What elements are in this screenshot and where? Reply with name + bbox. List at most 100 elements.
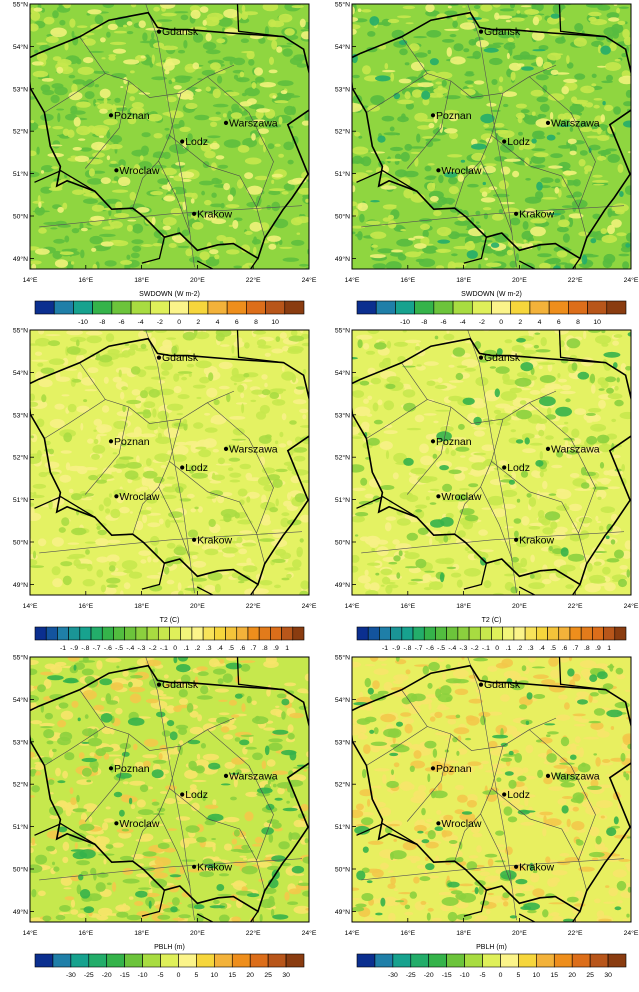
lon-tick-label: 16°E xyxy=(78,602,93,610)
colorbar-title: PBLH (m) xyxy=(154,944,185,951)
colorbar-label: -.5 xyxy=(115,645,123,652)
city-marker xyxy=(223,773,229,778)
poland-border xyxy=(30,11,309,260)
lon-tick-label: 20°E xyxy=(512,276,527,284)
lon-tick-label: 16°E xyxy=(400,929,415,937)
colorbar-label: -30 xyxy=(388,972,398,979)
colorbar-swatch xyxy=(606,300,627,315)
colorbar-label: -.7 xyxy=(93,645,101,652)
city-label: Wroclaw xyxy=(119,491,159,503)
colorbar-swatch xyxy=(356,953,376,968)
colorbar-swatch xyxy=(500,953,519,968)
poland-border xyxy=(30,337,309,586)
colorbar-title: T2 (C) xyxy=(160,617,180,624)
city-marker xyxy=(545,120,551,125)
colorbar-swatch xyxy=(482,953,501,968)
colorbar-label: 15 xyxy=(551,972,559,979)
colorbar-label: 0 xyxy=(177,319,181,326)
colorbar-swatch xyxy=(285,953,305,968)
lon-tick-label: 20°E xyxy=(512,929,527,937)
colorbar-label: -.8 xyxy=(403,645,411,652)
city-label: Gdansk xyxy=(162,679,199,691)
city-marker xyxy=(108,439,114,444)
city-marker xyxy=(436,821,441,826)
lon-tick-label: 24°E xyxy=(302,602,317,610)
poland-border xyxy=(30,664,309,913)
lat-tick-label: 51°N xyxy=(13,823,28,831)
lat-tick-label: 55°N xyxy=(13,654,28,662)
colorbar-swatch xyxy=(374,953,394,968)
colorbar-label: -.7 xyxy=(415,645,423,652)
colorbar-swatch xyxy=(614,626,627,641)
lon-tick-label: 18°E xyxy=(134,276,149,284)
colorbar-label: -8 xyxy=(421,319,427,326)
colorbar-label: .6 xyxy=(240,645,246,652)
lat-tick-label: 53°N xyxy=(335,85,350,93)
colorbar-label: -20 xyxy=(102,972,112,979)
city-marker xyxy=(430,766,436,771)
lat-tick-label: 52°N xyxy=(335,781,350,789)
city-label: Gdansk xyxy=(162,352,199,364)
colorbar-label: .4 xyxy=(217,645,223,652)
city-marker xyxy=(430,439,436,444)
city-marker xyxy=(192,864,197,869)
city-label: Krakow xyxy=(197,208,232,220)
lon-tick-label: 18°E xyxy=(456,276,471,284)
city-marker xyxy=(180,792,185,797)
lat-tick-label: 51°N xyxy=(335,496,350,504)
city-label: Poznan xyxy=(114,763,150,775)
lon-tick-label: 14°E xyxy=(345,276,360,284)
colorbar-swatch xyxy=(392,953,412,968)
colorbar-label: .9 xyxy=(595,645,601,652)
city-marker xyxy=(223,120,229,125)
lat-tick-label: 50°N xyxy=(13,213,28,221)
city-label: Wroclaw xyxy=(441,165,481,177)
colorbar-label: -5 xyxy=(157,972,163,979)
colorbar-label: -.3 xyxy=(460,645,468,652)
colorbar-label: -30 xyxy=(66,972,76,979)
lon-tick-label: 18°E xyxy=(456,602,471,610)
city-label: Poznan xyxy=(114,436,150,448)
city-marker xyxy=(502,792,507,797)
lat-tick-label: 51°N xyxy=(13,496,28,504)
lat-tick-label: 52°N xyxy=(13,128,28,136)
colorbar-label: 10 xyxy=(593,319,601,326)
city-label: Warszawa xyxy=(551,117,600,129)
colorbar-swatch xyxy=(292,626,305,641)
city-label: Gdansk xyxy=(162,26,199,38)
lat-tick-label: 55°N xyxy=(335,654,350,662)
colorbar-label: .1 xyxy=(183,645,189,652)
colorbar-label: -20 xyxy=(424,972,434,979)
lon-tick-label: 22°E xyxy=(568,276,583,284)
lat-tick-label: 51°N xyxy=(335,823,350,831)
lat-tick-label: 49°N xyxy=(13,908,28,916)
colorbar-label: 0 xyxy=(177,972,181,979)
colorbar-label: .7 xyxy=(251,645,257,652)
lon-tick-label: 22°E xyxy=(246,276,261,284)
lon-tick-label: 22°E xyxy=(246,929,261,937)
colorbar-label: .8 xyxy=(262,645,268,652)
city-marker xyxy=(514,211,519,216)
city-marker xyxy=(108,766,114,771)
lon-tick-label: 20°E xyxy=(190,276,205,284)
colorbar-swatch xyxy=(536,953,555,968)
colorbar-label: 30 xyxy=(604,972,612,979)
colorbar-label: 25 xyxy=(264,972,272,979)
city-label: Krakow xyxy=(519,208,554,220)
city-label: Wroclaw xyxy=(119,165,159,177)
lon-tick-label: 16°E xyxy=(78,276,93,284)
colorbar-label: 6 xyxy=(557,319,561,326)
city-marker xyxy=(180,465,185,470)
city-label: Lodz xyxy=(185,136,208,148)
city-label: Wroclaw xyxy=(441,491,481,503)
colorbar-label: -.3 xyxy=(138,645,146,652)
colorbar-label: -6 xyxy=(118,319,124,326)
colorbar-label: -.9 xyxy=(70,645,78,652)
city-label: Warszawa xyxy=(551,443,600,455)
colorbar-label: .5 xyxy=(550,645,556,652)
poland-border xyxy=(352,664,631,913)
lon-tick-label: 16°E xyxy=(400,276,415,284)
colorbar-label: 4 xyxy=(538,319,542,326)
